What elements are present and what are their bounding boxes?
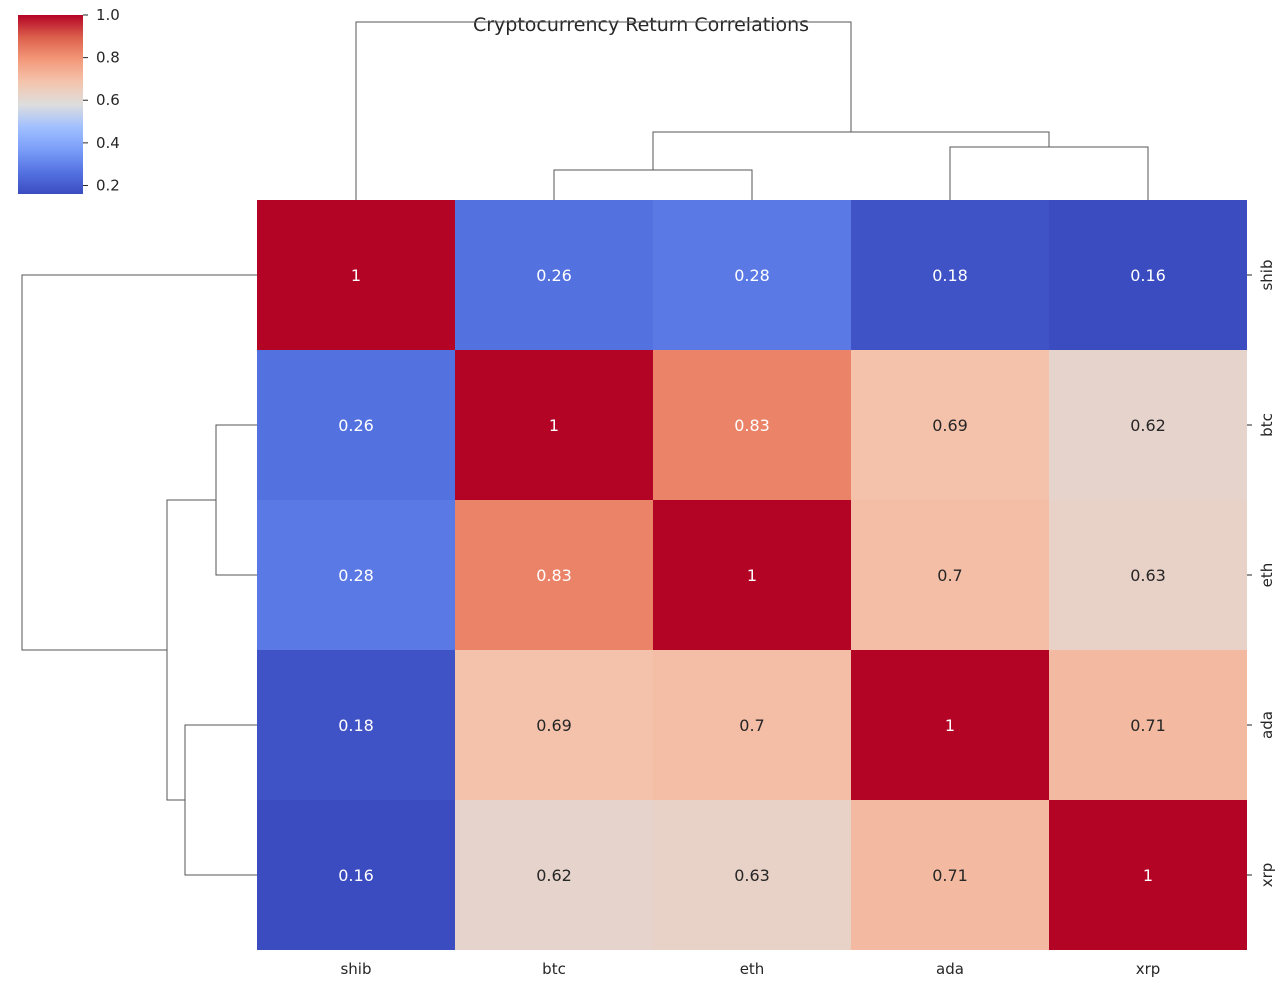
dendrogram-link: [652, 131, 1050, 170]
heatmap-cell: [455, 800, 653, 950]
cell-value-label: 0.16: [1130, 266, 1166, 285]
x-tick-label: eth: [740, 960, 765, 978]
dendrogram-link: [184, 724, 257, 876]
cell-value-label: 0.28: [338, 566, 374, 585]
colorbar-tick-label: 0.2: [96, 176, 120, 194]
heatmap-cell: [455, 350, 653, 500]
dendrogram-link: [215, 424, 257, 576]
colorbar-gradient: [18, 15, 83, 194]
cell-value-label: 0.62: [1130, 416, 1166, 435]
heatmap-cell: [851, 200, 1049, 350]
heatmap-cell: [455, 650, 653, 800]
x-tick-label: ada: [936, 960, 964, 978]
cell-value-label: 0.62: [536, 866, 572, 885]
heatmap-cell: [257, 650, 455, 800]
cell-value-label: 0.71: [1130, 716, 1166, 735]
colorbar: 0.2 0.4 0.6 0.8 1.0: [18, 6, 120, 194]
heatmap-cell: [653, 800, 851, 950]
cell-value-label: 0.16: [338, 866, 374, 885]
heatmap-cell: [1049, 650, 1247, 800]
cell-value-label: 0.18: [338, 716, 374, 735]
dendrogram-link: [553, 169, 753, 200]
y-tick-labels: shib btc eth ada xrp: [1247, 259, 1276, 887]
heatmap-cell: [653, 350, 851, 500]
row-dendrogram: [21, 274, 257, 876]
heatmap-cell: [257, 500, 455, 650]
cell-value-label: 0.26: [338, 416, 374, 435]
heatmap-cell: [653, 500, 851, 650]
x-tick-label: xrp: [1136, 960, 1161, 978]
cell-value-label: 0.69: [932, 416, 968, 435]
cell-value-label: 1: [1143, 866, 1153, 885]
cell-value-label: 0.7: [739, 716, 764, 735]
cell-value-label: 1: [351, 266, 361, 285]
cell-value-label: 0.69: [536, 716, 572, 735]
dendrogram-link: [21, 274, 257, 651]
heatmap-cell: [851, 500, 1049, 650]
colorbar-tick-label: 1.0: [96, 6, 120, 24]
dendrogram-link: [949, 146, 1149, 200]
x-tick-label: shib: [340, 960, 371, 978]
colorbar-tick-label: 0.4: [96, 134, 120, 152]
heatmap-cell: [1049, 200, 1247, 350]
y-tick-label: shib: [1258, 259, 1276, 290]
heatmap-cell: [455, 500, 653, 650]
y-tick-label: ada: [1258, 711, 1276, 739]
heatmap-cell: [851, 350, 1049, 500]
cell-value-label: 0.83: [536, 566, 572, 585]
column-dendrogram: [355, 21, 1149, 200]
heatmap-cells: 1 0.26 0.28 0.18 0.16 0.26 1 0.83 0.69 0.62 0.28 0.…: [257, 200, 1247, 950]
cell-value-label: 1: [945, 716, 955, 735]
colorbar-tick-label: 0.6: [96, 91, 120, 109]
cell-value-label: 0.63: [734, 866, 770, 885]
y-tick-label: btc: [1258, 413, 1276, 437]
cell-value-label: 1: [549, 416, 559, 435]
heatmap-cell: [1049, 800, 1247, 950]
cell-value-label: 0.28: [734, 266, 770, 285]
dendrogram-link: [355, 21, 852, 200]
heatmap-cell: [851, 650, 1049, 800]
heatmap-cell: [455, 200, 653, 350]
cell-value-label: 0.18: [932, 266, 968, 285]
heatmap-cell: [851, 800, 1049, 950]
dendrogram-link: [166, 499, 216, 801]
cell-value-label: 0.7: [937, 566, 962, 585]
heatmap-cell: [1049, 500, 1247, 650]
y-tick-label: xrp: [1258, 863, 1276, 888]
heatmap-cell: [653, 650, 851, 800]
heatmap-cell: [257, 350, 455, 500]
cell-value-label: 0.63: [1130, 566, 1166, 585]
cell-value-label: 0.26: [536, 266, 572, 285]
heatmap-cell: [257, 200, 455, 350]
heatmap-cell: [1049, 350, 1247, 500]
cell-value-label: 1: [747, 566, 757, 585]
heatmap-cell: [257, 800, 455, 950]
colorbar-tick-label: 0.8: [96, 49, 120, 67]
y-tick-label: eth: [1258, 563, 1276, 588]
cell-value-label: 0.71: [932, 866, 968, 885]
heatmap-cell: [653, 200, 851, 350]
x-tick-labels: shib btc eth ada xrp: [340, 960, 1160, 978]
chart-title: Cryptocurrency Return Correlations: [473, 14, 809, 36]
x-tick-label: btc: [542, 960, 566, 978]
cell-value-label: 0.83: [734, 416, 770, 435]
